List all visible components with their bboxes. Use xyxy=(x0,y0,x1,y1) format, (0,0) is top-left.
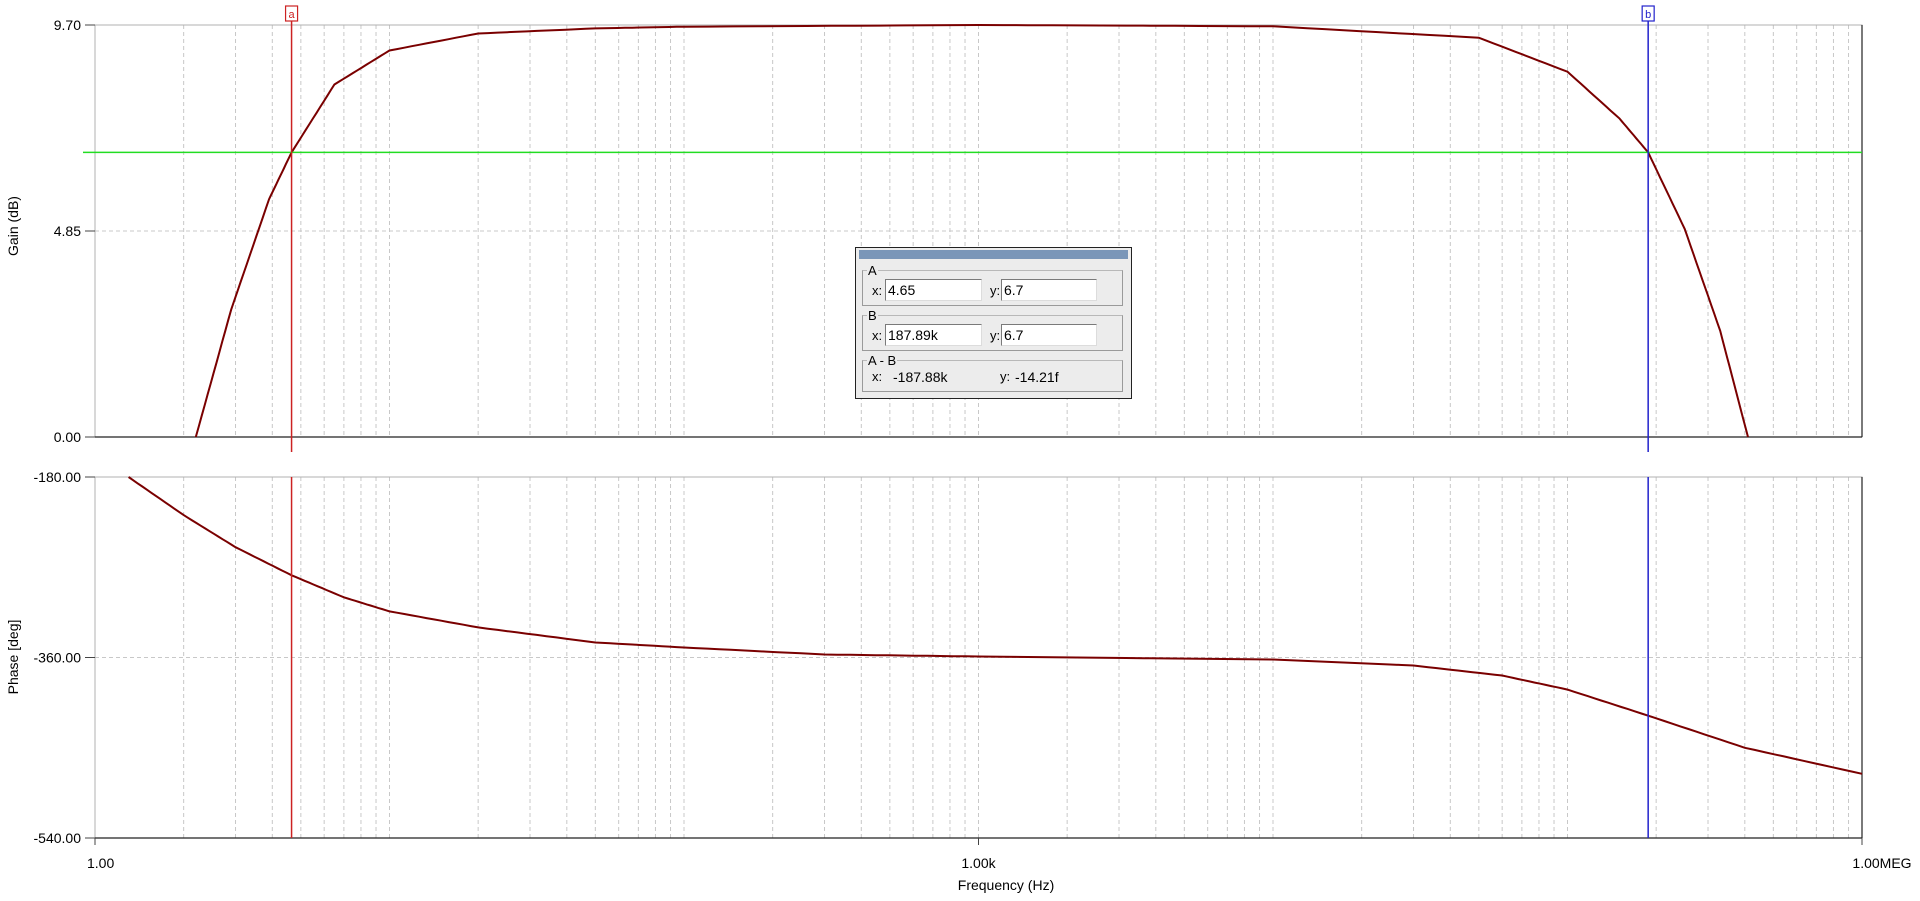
cursor-b-tag: b xyxy=(1645,9,1651,21)
tick-labels: 9.70 4.85 0.00 -180.00 -360.00 -540.00 1.00 1.0… xyxy=(34,17,1912,871)
cursor-a-group: A x: 4.65 y: 6.7 xyxy=(862,264,1123,306)
cursor-a-y-prefix: y: xyxy=(990,283,1001,298)
cursor-diff-y-prefix: y: xyxy=(1000,369,1014,384)
phase-trace xyxy=(128,476,1863,775)
cursor-diff-x-prefix: x: xyxy=(872,369,883,384)
cursor-diff-group: A - B x: -187.88k y: -14.21f xyxy=(862,354,1123,392)
cursor-b-y-field[interactable]: 6.7 xyxy=(1001,324,1097,346)
cursor-a-x-prefix: x: xyxy=(872,283,883,298)
cursor-a-x-field[interactable]: 4.65 xyxy=(885,279,982,301)
cursor-a-label: A xyxy=(868,263,877,278)
cursor-a-y-field[interactable]: 6.7 xyxy=(1001,279,1097,301)
x-tick-label: 1.00 xyxy=(87,855,114,871)
gain-y-tick-label: 0.00 xyxy=(54,429,81,445)
cursor-b-group: B x: 187.89k y: 6.7 xyxy=(862,309,1123,351)
traces xyxy=(83,23,1863,775)
phase-y-tick-label: -360.00 xyxy=(34,650,82,666)
cursor-b-label: B xyxy=(868,308,877,323)
cursor-b-y-prefix: y: xyxy=(990,328,1001,343)
cursor-diff-label: A - B xyxy=(868,353,897,368)
gain-trace xyxy=(194,23,1749,438)
grid xyxy=(95,25,1862,838)
panel-title-bar[interactable] xyxy=(859,250,1128,259)
cursor-b-handle xyxy=(1641,5,1655,22)
cursor-a-handle xyxy=(284,5,299,22)
cursor-diff-x-value: -187.88k xyxy=(893,369,948,385)
gain-axis-label: Gain (dB) xyxy=(5,196,21,256)
gain-y-tick-label: 9.70 xyxy=(54,17,81,33)
cursor-diff-y-value: -14.21f xyxy=(1015,369,1059,385)
cursor-b-x-prefix: x: xyxy=(872,328,883,343)
cursor-a-tag: a xyxy=(289,9,296,21)
gain-y-tick-label: 4.85 xyxy=(54,223,81,239)
x-tick-label: 1.00MEG xyxy=(1852,855,1911,871)
phase-y-tick-label: -540.00 xyxy=(34,830,82,846)
frequency-axis-label: Frequency (Hz) xyxy=(958,877,1054,893)
cursor-b-x-field[interactable]: 187.89k xyxy=(885,324,982,346)
phase-y-tick-label: -180.00 xyxy=(34,469,82,485)
phase-axis-label: Phase [deg] xyxy=(5,620,21,695)
cursor-readout-panel[interactable]: A x: 4.65 y: 6.7 B x: 187.89k y: 6.7 A -… xyxy=(855,247,1132,399)
x-tick-label: 1.00k xyxy=(961,855,996,871)
